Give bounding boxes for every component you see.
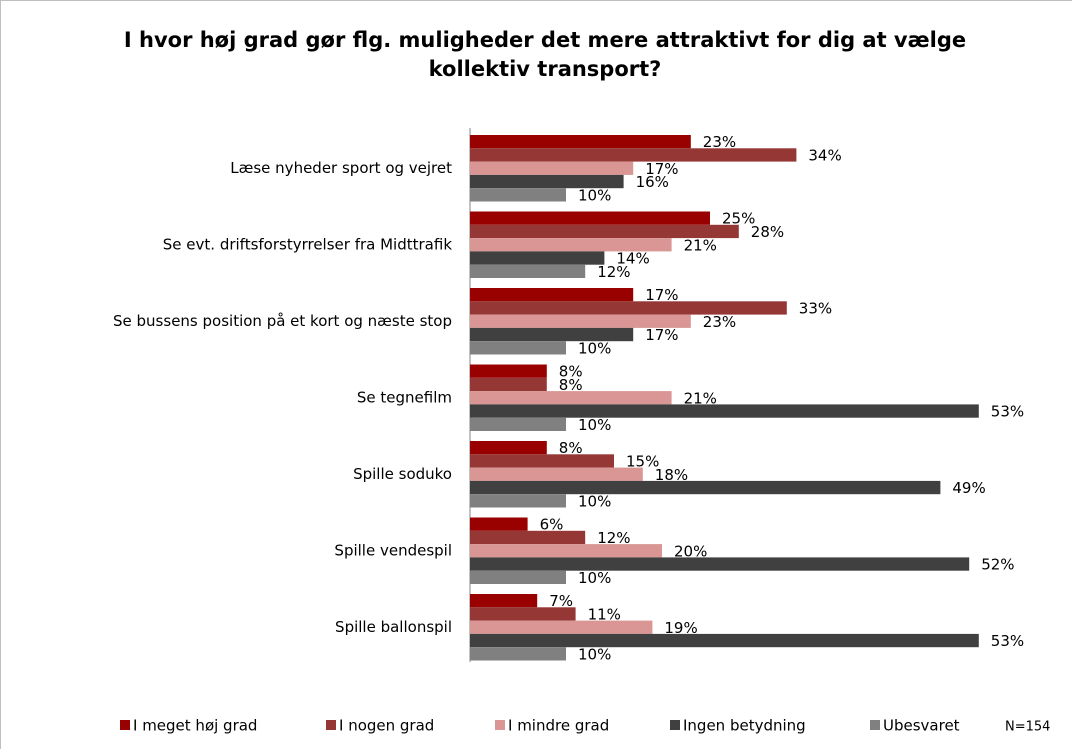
legend-label: I mindre grad xyxy=(508,717,609,735)
bar xyxy=(470,391,672,405)
bar xyxy=(470,135,691,149)
bar xyxy=(470,417,566,431)
legend-label: I nogen grad xyxy=(339,717,434,735)
category-label: Se evt. driftsforstyrrelser fra Midttraf… xyxy=(163,235,453,253)
bar xyxy=(470,570,566,584)
bar xyxy=(470,364,547,378)
bar xyxy=(470,607,576,621)
value-label: 53% xyxy=(991,403,1024,421)
value-label: 6% xyxy=(540,516,564,534)
annotation: N=154 xyxy=(1005,720,1050,735)
category-label: Spille ballonspil xyxy=(335,618,452,636)
category-label: Spille vendespil xyxy=(334,541,452,559)
legend-swatch xyxy=(670,720,680,730)
value-label: 10% xyxy=(578,339,611,357)
value-label: 21% xyxy=(684,389,717,407)
bar xyxy=(470,404,979,418)
bar xyxy=(470,517,528,531)
legend-swatch xyxy=(870,720,880,730)
bar xyxy=(470,188,566,202)
value-label: 10% xyxy=(578,645,611,663)
bar xyxy=(470,314,691,328)
bar xyxy=(470,161,634,175)
value-label: 18% xyxy=(655,466,688,484)
value-label: 23% xyxy=(703,313,736,331)
bar xyxy=(470,467,643,481)
bar xyxy=(470,238,672,252)
value-label: 20% xyxy=(674,542,707,560)
bar xyxy=(470,341,566,355)
bar xyxy=(470,594,538,608)
value-label: 53% xyxy=(991,632,1024,650)
value-label: 49% xyxy=(952,479,985,497)
chart-title: I hvor høj grad gør flg. muligheder det … xyxy=(123,28,967,81)
bar xyxy=(470,494,566,508)
value-label: 21% xyxy=(684,236,717,254)
bar xyxy=(470,647,566,661)
value-label: 34% xyxy=(808,146,841,164)
value-label: 10% xyxy=(578,186,611,204)
value-label: 17% xyxy=(645,160,678,178)
value-label: 10% xyxy=(578,492,611,510)
bar xyxy=(470,620,653,634)
legend-label: I meget høj grad xyxy=(133,717,257,735)
category-label: Spille soduko xyxy=(353,465,452,483)
value-label: 11% xyxy=(588,605,621,623)
value-label: 28% xyxy=(751,223,784,241)
bar xyxy=(470,377,547,392)
legend-label: Ingen betydning xyxy=(683,717,806,735)
bar xyxy=(470,224,739,239)
bar xyxy=(470,174,624,189)
category-label: Læse nyheder sport og vejret xyxy=(230,159,452,177)
category-label: Se bussens position på et kort og næste … xyxy=(113,312,452,330)
bar xyxy=(470,530,586,545)
value-label: 12% xyxy=(597,529,630,547)
value-label: 19% xyxy=(664,619,697,637)
bar xyxy=(470,480,941,495)
bar xyxy=(470,251,605,265)
bar xyxy=(470,544,662,558)
value-label: 16% xyxy=(636,173,669,191)
value-label: 8% xyxy=(559,439,583,457)
bar xyxy=(470,633,979,648)
value-label: 23% xyxy=(703,133,736,151)
value-label: 17% xyxy=(645,326,678,344)
bar xyxy=(470,454,614,468)
value-label: 15% xyxy=(626,452,659,470)
value-label: 10% xyxy=(578,569,611,587)
bar xyxy=(470,557,970,571)
value-label: 8% xyxy=(559,376,583,394)
category-label: Se tegnefilm xyxy=(357,388,452,406)
legend-swatch xyxy=(326,720,336,730)
value-label: 12% xyxy=(597,263,630,281)
bar xyxy=(470,441,547,455)
bar xyxy=(470,327,634,342)
value-label: 52% xyxy=(981,556,1014,574)
legend-swatch xyxy=(495,720,505,730)
value-label: 17% xyxy=(645,286,678,304)
value-label: 33% xyxy=(799,299,832,317)
value-label: 10% xyxy=(578,416,611,434)
legend-label: Ubesvaret xyxy=(883,717,960,735)
value-label: 8% xyxy=(559,363,583,381)
bar xyxy=(470,264,586,278)
bar xyxy=(470,288,634,302)
bar xyxy=(470,211,710,225)
bar xyxy=(470,301,787,315)
value-label: 14% xyxy=(616,250,649,268)
value-label: 25% xyxy=(722,210,755,228)
value-label: 7% xyxy=(549,592,573,610)
bar xyxy=(470,148,797,162)
legend-swatch xyxy=(120,720,130,730)
